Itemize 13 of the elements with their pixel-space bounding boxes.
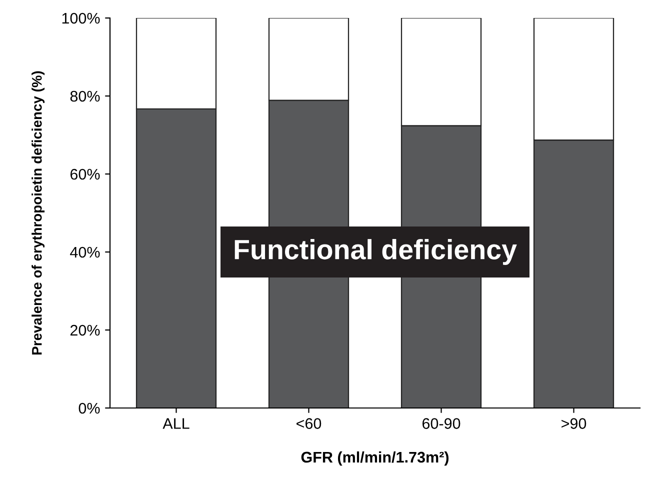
x-tick-label: >90 [562,418,586,429]
y-tick-label: 60% [70,168,100,180]
x-tick-label: ALL [162,418,190,429]
y-tick-label: 80% [70,90,100,102]
y-tick-label: 100% [62,12,100,24]
y-tick-label: 40% [70,246,100,258]
x-tick-label: <60 [296,418,322,429]
y-axis-title: Prevalence of erythropoietin deficiency (%) [32,71,45,354]
x-tick-label: 60-90 [422,418,460,429]
x-axis-title: GFR (ml/min/1.73m²) [301,451,449,466]
y-tick-label: 20% [70,324,100,336]
annotation: Functional deficiency [234,239,517,265]
y-tick-label: 0% [78,402,100,414]
